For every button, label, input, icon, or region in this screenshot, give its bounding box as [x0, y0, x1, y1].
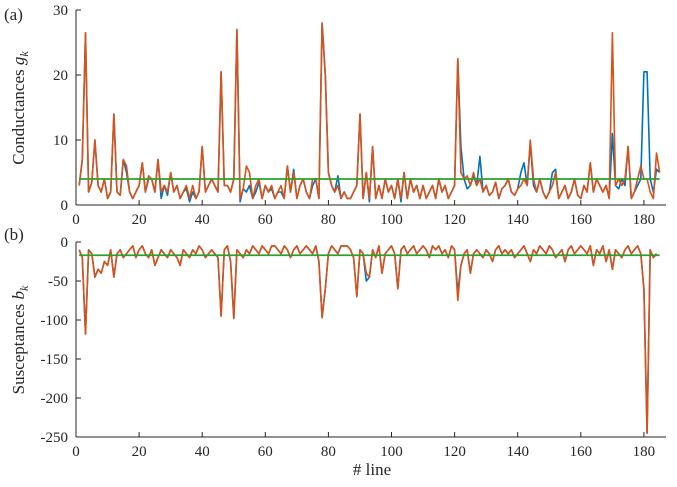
x-tick-label-b: 160 — [570, 444, 593, 460]
x-tick-label-b: 100 — [380, 444, 403, 460]
y-axis-label-a: Conductances gk — [9, 51, 31, 165]
x-tick-label-a: 60 — [258, 212, 273, 228]
x-tick-label-a: 120 — [443, 212, 466, 228]
x-tick-label-a: 0 — [72, 212, 80, 228]
x-tick-label-a: 20 — [132, 212, 147, 228]
plot-area-b: 0 20 40 60 80 100 120 140 160 180 0 -50 -100 -150 -200… — [41, 235, 666, 460]
panel-label-a: (a) — [4, 5, 23, 24]
y-tick-label-b: 0 — [61, 235, 69, 251]
x-tick-label-a: 40 — [195, 212, 210, 228]
y-tick-label-a: 30 — [53, 3, 68, 19]
x-tick-label-b: 80 — [321, 444, 336, 460]
x-tick-label-b: 140 — [506, 444, 529, 460]
y-tick-label-b: -200 — [41, 391, 69, 407]
y-tick-label-a: 0 — [61, 198, 69, 214]
y-axis-label-b-var: b — [9, 291, 28, 300]
x-tick-label-a: 140 — [506, 212, 529, 228]
x-tick-label-a: 80 — [321, 212, 336, 228]
series-line-b-2 — [78, 245, 658, 434]
y-tick-label-a: 20 — [53, 68, 68, 84]
y-tick-label-b: -50 — [48, 274, 68, 290]
y-tick-label-b: -150 — [41, 352, 69, 368]
y-axis-label-b: Susceptances bk — [9, 285, 31, 394]
y-axis-label-a-main: Conductances — [9, 65, 28, 165]
y-axis-label-a-var: g — [9, 57, 28, 66]
x-tick-label-b: 120 — [443, 444, 466, 460]
x-tick-label-a: 160 — [570, 212, 593, 228]
x-axis-label-b: # line — [353, 460, 391, 479]
x-tick-label-b: 40 — [195, 444, 210, 460]
y-tick-label-a: 10 — [53, 133, 68, 149]
x-tick-label-a: 180 — [633, 212, 656, 228]
panel-label-b: (b) — [4, 225, 24, 244]
x-tick-label-b: 20 — [132, 444, 147, 460]
series-line-a-2 — [78, 22, 661, 200]
y-tick-label-b: -250 — [41, 430, 69, 446]
x-tick-label-b: 0 — [72, 444, 80, 460]
x-tick-label-a: 100 — [380, 212, 403, 228]
y-tick-label-b: -100 — [41, 313, 69, 329]
panel-b: (b) Susceptances bk 0 20 40 60 80 100 120 140 16… — [4, 225, 666, 479]
y-axis-label-b-main: Susceptances — [9, 299, 28, 394]
x-tick-label-b: 60 — [258, 444, 273, 460]
x-tick-label-b: 180 — [633, 444, 656, 460]
panel-a: (a) Conductances gk 0 20 40 60 80 100 120 140 16… — [4, 3, 666, 228]
y-axis-label-b-sub: k — [17, 285, 31, 291]
plot-area-a: 0 20 40 60 80 100 120 140 160 180 0 10 20 30 — [53, 3, 666, 228]
y-axis-label-a-sub: k — [17, 51, 31, 57]
series-line-a-1 — [78, 22, 661, 203]
